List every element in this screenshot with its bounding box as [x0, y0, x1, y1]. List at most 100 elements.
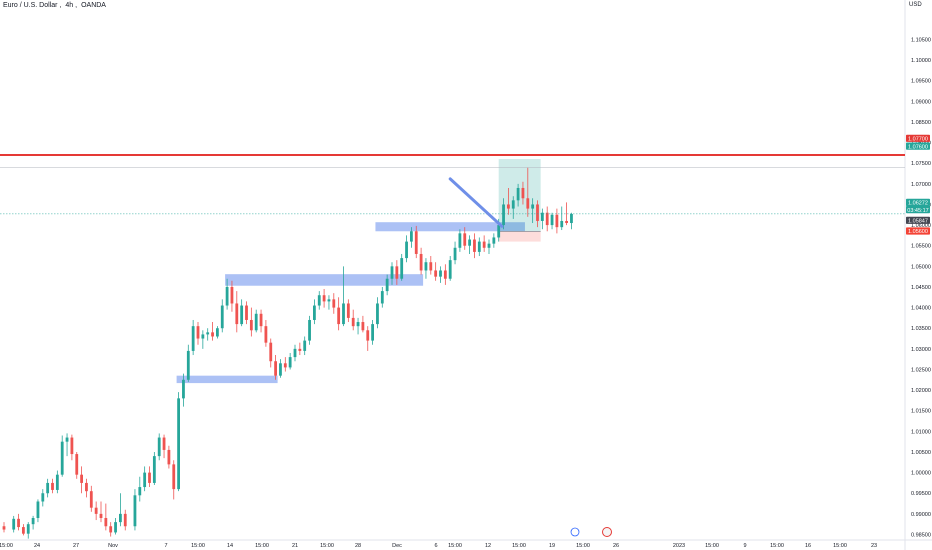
candle-body: [55, 474, 59, 490]
candle-body: [31, 517, 35, 525]
candle-body: [570, 213, 573, 224]
candle-body: [240, 305, 244, 325]
candle-body: [507, 204, 510, 209]
candle-body: [60, 441, 64, 475]
candle-body: [308, 319, 311, 341]
candle-body: [458, 233, 462, 248]
candle-body: [361, 322, 365, 331]
candle-body: [395, 266, 399, 279]
candle-body: [356, 322, 360, 327]
candle-body: [482, 241, 486, 248]
x-tick-label: 12: [485, 543, 491, 549]
candle-body: [245, 305, 248, 320]
x-tick-label: 15:00: [191, 543, 205, 549]
y-tick-label: 1.08500: [911, 120, 931, 126]
candle-body: [51, 482, 54, 490]
data-source: OANDA: [81, 2, 106, 9]
economic-event-icon: [570, 527, 580, 537]
candle-body: [473, 239, 476, 252]
y-tick-label: 1.03500: [911, 326, 931, 332]
candle-body: [230, 286, 234, 304]
candle-body: [405, 241, 408, 259]
candle-body: [366, 330, 370, 341]
support-resistance-zone: [375, 222, 525, 232]
candle-body: [65, 437, 69, 442]
price-tag-label-resistance: 1.07700: [908, 137, 928, 143]
x-tick-label: 21: [292, 543, 298, 549]
candle-body: [346, 303, 350, 318]
x-tick-label: 16: [805, 543, 811, 549]
price-tag-label-current: 1.06272: [908, 201, 928, 207]
y-tick-label: 1.03000: [911, 347, 931, 353]
y-tick-label: 1.01000: [911, 429, 931, 435]
candle-body: [545, 212, 549, 226]
candle-body: [419, 253, 423, 271]
candle-body: [225, 286, 229, 306]
candle-body: [274, 361, 277, 376]
y-tick-label: 1.02000: [911, 388, 931, 394]
candle-body: [371, 324, 374, 341]
x-tick-label: Dec: [392, 543, 402, 549]
price-tag-target: [906, 142, 930, 150]
candle-body: [531, 204, 535, 209]
candle-body: [2, 526, 6, 530]
candle-body: [196, 326, 200, 339]
candle-body: [453, 247, 457, 261]
candle-body: [536, 204, 539, 221]
y-tick-label: 1.06000: [911, 223, 931, 229]
candle-body: [182, 379, 185, 399]
x-tick-label: 9: [743, 543, 746, 549]
y-tick-label: 1.00500: [911, 450, 931, 456]
candle-body: [279, 363, 282, 376]
y-tick-label: 1.09500: [911, 79, 931, 85]
y-tick-label: 1.10500: [911, 37, 931, 43]
candle-body: [429, 262, 433, 271]
candle-body: [109, 526, 113, 533]
x-tick-label: 24: [34, 543, 40, 549]
candle-body: [390, 266, 394, 279]
axis-currency: USD: [909, 2, 922, 8]
candle-body: [201, 334, 205, 339]
y-tick-label: 1.00000: [911, 471, 931, 477]
candles-layer: [2, 167, 573, 539]
candle-body: [104, 517, 108, 527]
candle-body: [254, 313, 258, 331]
x-tick-label: 26: [613, 543, 619, 549]
price-tag-current: [906, 198, 930, 206]
price-tag-label-target: 1.07600: [908, 144, 928, 150]
candle-body: [516, 187, 520, 201]
symbol-name: Euro / U.S. Dollar: [3, 2, 58, 9]
price-tag-countdown: [906, 206, 930, 214]
y-tick-label: 0.99500: [911, 491, 931, 497]
candle-body: [172, 464, 176, 490]
candle-body: [502, 204, 505, 226]
candle-body: [177, 398, 180, 490]
y-tick-label: 1.04000: [911, 306, 931, 312]
y-tick-label: 1.10000: [911, 58, 931, 64]
candle-body: [317, 295, 321, 306]
overlay-layer: [0, 153, 905, 537]
x-tick-label: 19: [549, 543, 555, 549]
candle-body: [80, 474, 83, 483]
price-tag-entry: [906, 216, 930, 224]
price-tag-label-countdown: 03:45:17: [907, 208, 928, 214]
candle-body: [12, 518, 16, 530]
candle-body: [497, 225, 501, 238]
candle-body: [167, 449, 171, 465]
time-axis[interactable]: 15:00 24 27 Nov 7 15:00 14 15:00 21 15:00 28 Dec 6 15…: [0, 543, 877, 549]
price-tag-resistance: [906, 134, 930, 142]
candle-body: [138, 487, 142, 496]
candle-body: [327, 299, 331, 302]
candle-body: [26, 524, 30, 534]
candle-body: [123, 513, 127, 527]
chart-title: Euro / U.S. Dollar, 4h, OANDA: [3, 2, 106, 9]
y-tick-label: 1.07500: [911, 161, 931, 167]
candle-body: [337, 307, 341, 325]
price-axis[interactable]: 1.105001.100001.095001.090001.085001.080…: [911, 37, 931, 538]
candle-body: [521, 187, 525, 199]
candle-body: [249, 319, 253, 331]
x-tick-label: 27: [73, 543, 79, 549]
